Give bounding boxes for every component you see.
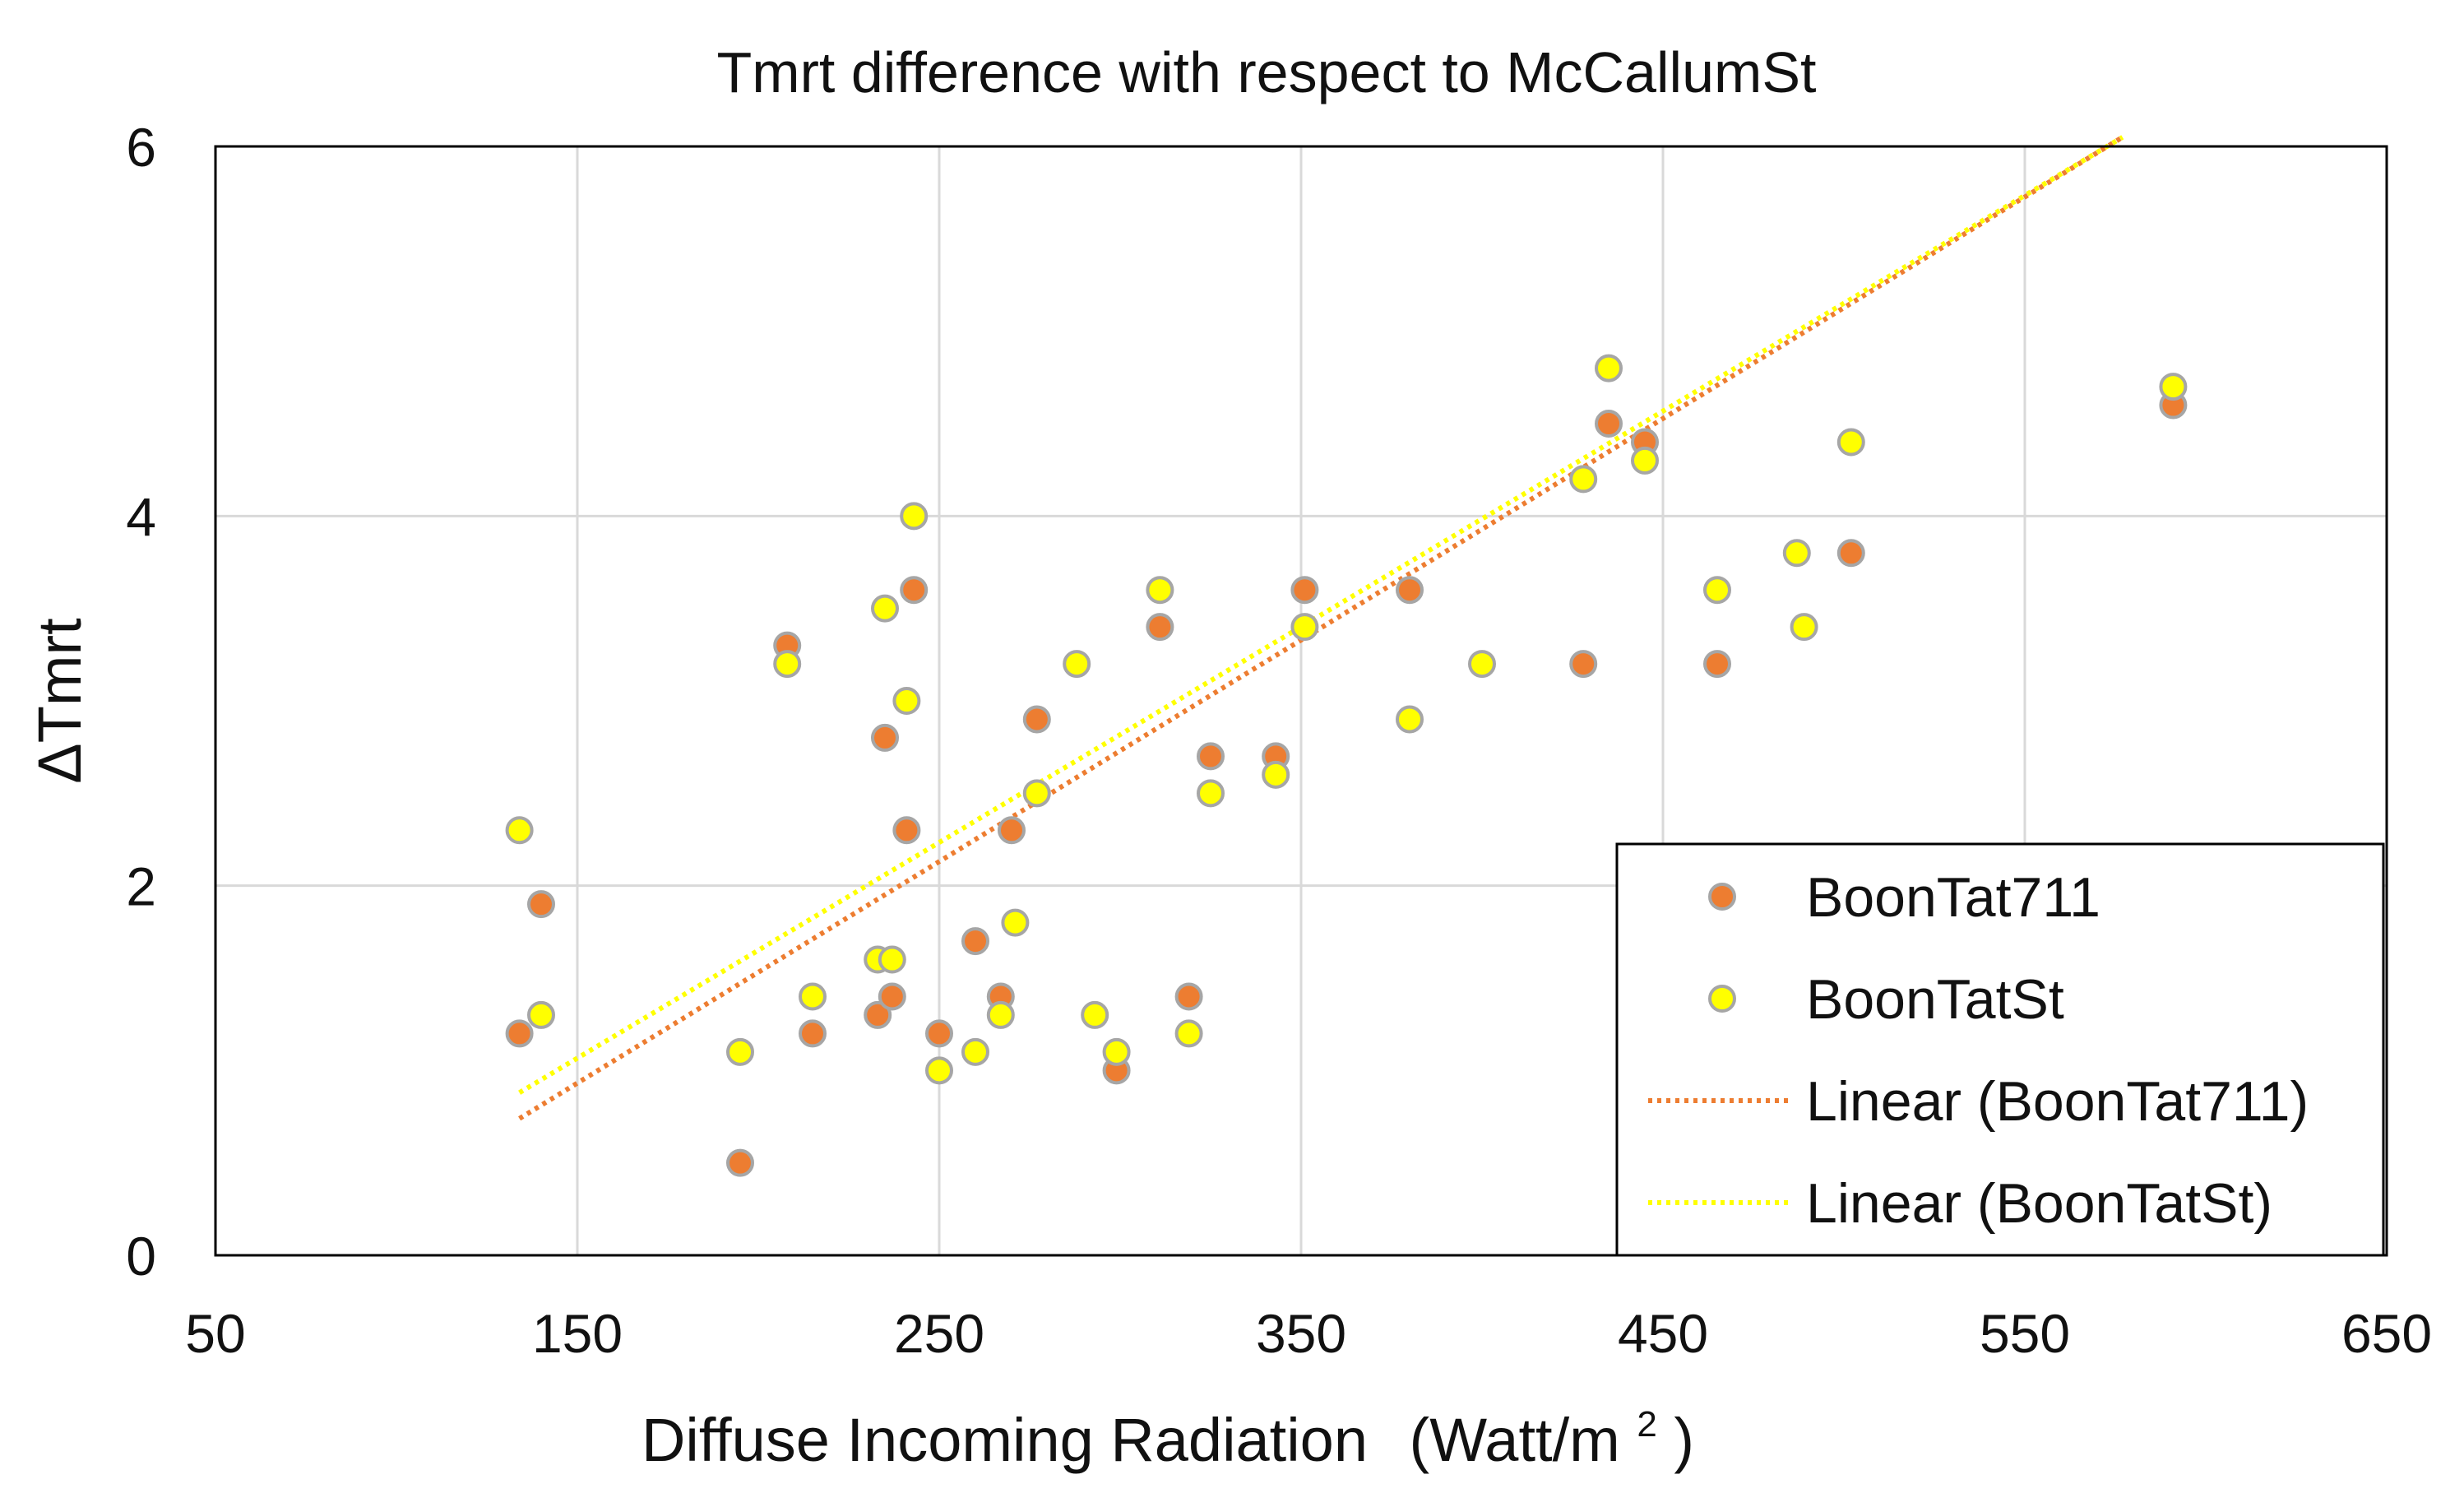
data-point-boontatst — [878, 945, 906, 974]
data-point-boontatst — [1790, 613, 1818, 642]
data-point-boontatst — [1836, 428, 1865, 457]
data-point-boontat711 — [900, 576, 929, 605]
y-tick-label: 6 — [126, 117, 156, 178]
data-point-boontat711 — [726, 1148, 754, 1177]
data-point-boontatst — [2159, 373, 2188, 401]
x-tick-label: 50 — [185, 1303, 245, 1364]
data-point-boontat711 — [1396, 576, 1424, 605]
data-point-boontatst — [1290, 613, 1319, 642]
plot-area-border — [214, 145, 2388, 1257]
data-point-boontatst — [1396, 705, 1424, 734]
data-point-boontat711 — [998, 816, 1026, 845]
legend-label-boontat711: BoonTat711 — [1806, 866, 2100, 929]
x-axis-title-label: Diffuse Incoming Radiation — [641, 1406, 1368, 1474]
data-point-boontatst — [1197, 779, 1225, 808]
data-point-boontat711 — [505, 1019, 534, 1048]
data-point-boontat711 — [1703, 650, 1731, 679]
x-tick-label: 650 — [2341, 1303, 2432, 1364]
data-point-boontatst — [527, 1000, 555, 1029]
legend: BoonTat711 BoonTatSt Linear (BoonTat711) Li… — [1615, 842, 2385, 1257]
data-point-boontat711 — [1569, 650, 1598, 679]
legend-marker-boontat711 — [1708, 883, 1736, 911]
data-point-boontatst — [799, 982, 827, 1011]
data-point-boontatst — [961, 1037, 989, 1066]
data-point-boontatst — [900, 502, 929, 531]
data-point-boontat711 — [871, 723, 899, 752]
legend-label-linear-boontat711: Linear (BoonTat711) — [1806, 1070, 2309, 1133]
legend-marker-boontatst — [1708, 985, 1736, 1013]
x-tick-label: 550 — [1980, 1303, 2070, 1364]
data-point-boontat711 — [925, 1019, 953, 1048]
trendline-linear-boontat711 — [518, 135, 2124, 1121]
x-axis-title-unit-superscript: 2 — [1637, 1404, 1656, 1444]
data-point-boontatst — [871, 594, 899, 623]
data-point-boontatst — [773, 650, 802, 679]
y-tick-label: 4 — [126, 486, 156, 547]
data-point-boontatst — [1146, 576, 1174, 605]
data-point-boontatst — [925, 1056, 953, 1085]
data-point-boontat711 — [892, 816, 921, 845]
data-point-boontat711 — [799, 1019, 827, 1048]
y-tick-label: 2 — [126, 856, 156, 917]
data-point-boontatst — [1631, 446, 1659, 475]
data-point-boontat711 — [527, 890, 555, 919]
data-point-boontatst — [892, 687, 921, 715]
data-point-boontatst — [986, 1000, 1015, 1029]
legend-items: BoonTat711 BoonTatSt Linear (BoonTat711) Li… — [1648, 866, 2309, 1235]
y-axis-ticks: 0 2 4 6 — [126, 117, 156, 1287]
x-axis-ticks: 50 150 250 350 450 550 650 — [185, 1303, 2432, 1364]
legend-label-boontatst: BoonTatSt — [1806, 968, 2064, 1031]
data-point-boontat711 — [1290, 576, 1319, 605]
data-point-boontatst — [1102, 1037, 1131, 1066]
data-points — [505, 354, 2188, 1177]
data-point-boontatst — [1468, 650, 1496, 679]
y-axis-title: ΔTmrt — [25, 618, 94, 784]
x-axis-title: Diffuse Incoming Radiation (Watt/m 2 ) — [641, 1381, 1694, 1474]
data-point-boontatst — [1174, 1019, 1203, 1048]
data-point-boontat711 — [1197, 742, 1225, 771]
data-point-boontatst — [1001, 908, 1030, 937]
data-point-boontatst — [1081, 1000, 1109, 1029]
data-point-boontat711 — [864, 1000, 892, 1029]
data-point-boontat711 — [1836, 539, 1865, 568]
x-tick-label: 150 — [532, 1303, 623, 1364]
legend-label-linear-boontatst: Linear (BoonTatSt) — [1806, 1172, 2272, 1235]
x-tick-label: 350 — [1256, 1303, 1346, 1364]
data-point-boontatst — [1703, 576, 1731, 605]
data-point-boontatst — [1595, 354, 1623, 383]
gridlines — [215, 146, 2387, 1255]
data-point-boontatst — [1022, 779, 1051, 808]
x-tick-label: 250 — [894, 1303, 984, 1364]
y-tick-label: 0 — [126, 1226, 156, 1287]
data-point-boontat711 — [961, 927, 989, 956]
data-point-boontat711 — [1146, 613, 1174, 642]
data-point-boontatst — [1569, 465, 1598, 494]
data-point-boontatst — [1262, 760, 1290, 789]
data-point-boontatst — [726, 1037, 754, 1066]
data-point-boontatst — [1063, 650, 1091, 679]
chart-title: Tmrt difference with respect to McCallum… — [717, 40, 1817, 104]
x-axis-title-unit: (Watt/m — [1410, 1406, 1620, 1474]
trendlines — [518, 135, 2124, 1121]
legend-box — [1615, 842, 2385, 1257]
trendline-linear-boontatst — [518, 135, 2124, 1095]
data-point-boontatst — [505, 816, 534, 845]
x-axis-title-unit-close: ) — [1674, 1406, 1694, 1474]
data-point-boontat711 — [878, 982, 906, 1011]
x-tick-label: 450 — [1618, 1303, 1708, 1364]
data-point-boontat711 — [1595, 410, 1623, 438]
data-point-boontatst — [1782, 539, 1811, 568]
data-point-boontat711 — [1174, 982, 1203, 1011]
data-point-boontat711 — [1022, 705, 1051, 734]
